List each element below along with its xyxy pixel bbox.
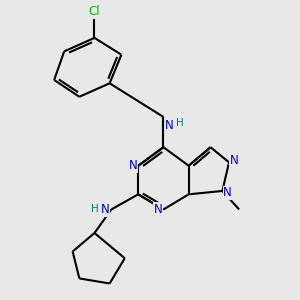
Text: N: N	[101, 203, 110, 216]
Text: H: H	[91, 204, 98, 214]
Text: N: N	[223, 186, 232, 199]
Text: N: N	[165, 118, 174, 132]
Text: N: N	[230, 154, 239, 167]
Text: H: H	[176, 118, 184, 128]
Text: N: N	[154, 203, 163, 216]
Text: Cl: Cl	[89, 5, 100, 18]
Text: N: N	[129, 159, 138, 172]
